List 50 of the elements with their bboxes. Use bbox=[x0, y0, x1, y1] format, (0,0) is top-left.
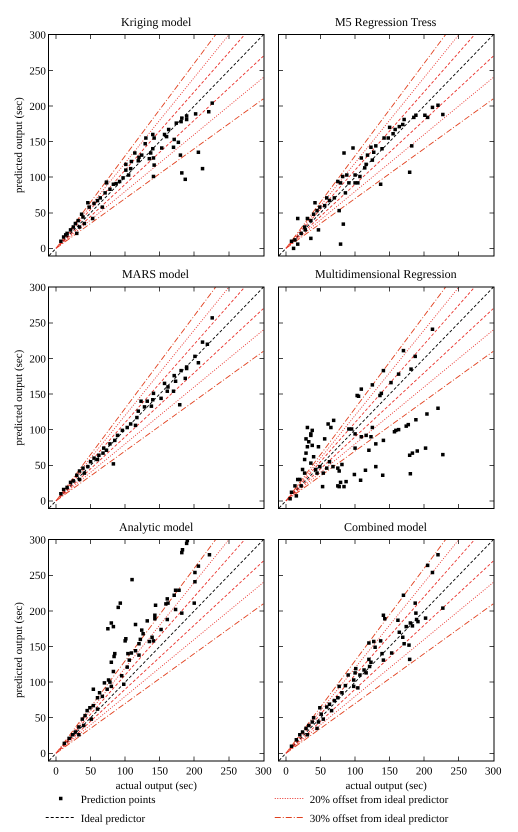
y-tick-label: 250 bbox=[29, 65, 46, 78]
x-axis-title: actual output (sec) bbox=[346, 780, 428, 792]
x-tick-label: 250 bbox=[450, 766, 468, 778]
y-tick-label: 200 bbox=[29, 606, 46, 618]
y-tick-label: 300 bbox=[29, 534, 46, 547]
x-tick-label: 250 bbox=[220, 766, 238, 778]
chart-title: Multidimensional Regression bbox=[315, 267, 457, 281]
legend-label: 20% offset from ideal predictor bbox=[310, 794, 449, 806]
y-tick-label: 200 bbox=[29, 100, 46, 113]
y-tick-label: 0 bbox=[40, 496, 46, 508]
chart-title: M5 Regression Tress bbox=[335, 15, 437, 29]
y-tick-label: 50 bbox=[34, 460, 46, 472]
y-tick-label: 300 bbox=[29, 30, 46, 42]
y-tick-label: 0 bbox=[40, 748, 46, 760]
x-tick-label: 200 bbox=[416, 766, 433, 778]
x-axis-title: actual output (sec) bbox=[116, 780, 198, 792]
y-axis-title: predicted output (sec) bbox=[13, 602, 26, 698]
x-tick-label: 50 bbox=[85, 766, 97, 778]
y-tick-label: 0 bbox=[40, 243, 46, 256]
chart-title: Analytic model bbox=[119, 520, 194, 534]
x-tick-label: 100 bbox=[346, 766, 364, 778]
y-tick-label: 50 bbox=[34, 208, 46, 220]
y-tick-label: 150 bbox=[29, 136, 46, 148]
y-tick-label: 100 bbox=[29, 172, 46, 184]
x-tick-label: 0 bbox=[53, 766, 60, 778]
y-tick-label: 250 bbox=[29, 570, 46, 582]
y-axis-title: predicted output (sec) bbox=[13, 349, 26, 446]
y-tick-label: 150 bbox=[29, 641, 46, 654]
x-tick-label: 0 bbox=[283, 766, 290, 778]
legend-label: 30% offset from ideal predictor bbox=[310, 812, 449, 825]
y-tick-label: 100 bbox=[29, 424, 46, 437]
x-tick-label: 100 bbox=[116, 766, 134, 778]
y-axis-title: predicted output (sec) bbox=[13, 96, 26, 194]
y-tick-label: 50 bbox=[34, 712, 46, 725]
y-tick-label: 200 bbox=[29, 353, 46, 366]
x-tick-label: 150 bbox=[381, 766, 398, 778]
legend-label: Prediction points bbox=[80, 794, 156, 806]
x-tick-label: 50 bbox=[315, 766, 327, 778]
y-tick-label: 300 bbox=[29, 282, 46, 294]
chart-title: MARS model bbox=[122, 267, 190, 281]
y-tick-label: 250 bbox=[29, 318, 46, 330]
y-tick-label: 150 bbox=[29, 388, 46, 401]
chart-title: Combined model bbox=[344, 520, 428, 534]
chart-title: Kriging model bbox=[121, 15, 192, 29]
y-tick-label: 100 bbox=[29, 676, 46, 689]
x-tick-label: 150 bbox=[151, 766, 168, 778]
x-tick-label: 200 bbox=[186, 766, 203, 778]
x-tick-label: 300 bbox=[485, 766, 502, 778]
legend-label: Ideal predictor bbox=[80, 812, 146, 825]
x-tick-label: 300 bbox=[255, 766, 272, 778]
